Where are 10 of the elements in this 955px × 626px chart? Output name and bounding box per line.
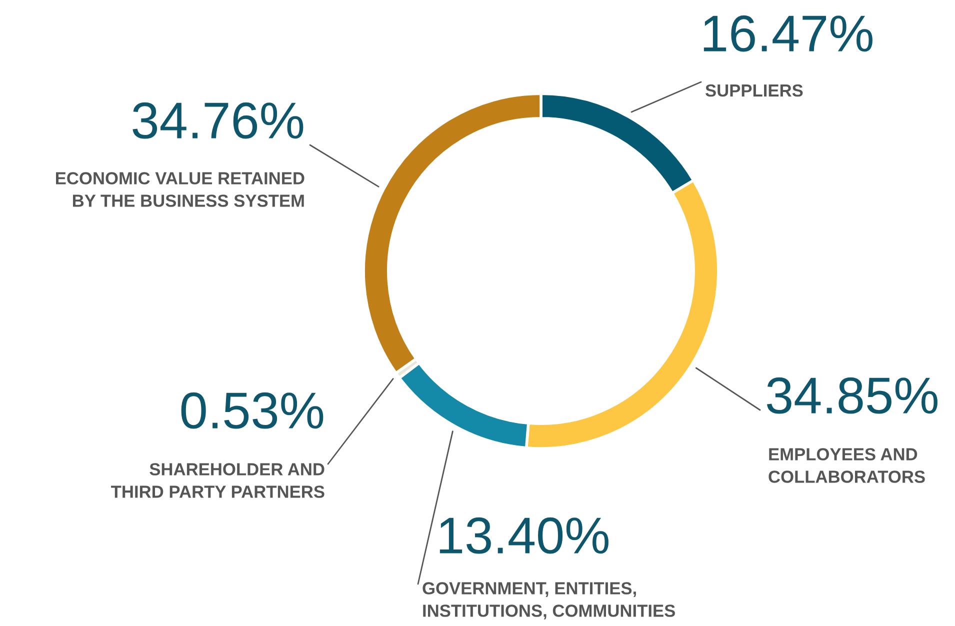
data-label: 0.53% bbox=[181, 392, 324, 429]
slice-label: EMPLOYEES AND COLLABORATORS bbox=[768, 448, 925, 483]
slice-label: ECONOMIC VALUE RETAINED BY THE BUSINESS SYSTEM bbox=[56, 172, 304, 207]
data-label: 13.40% bbox=[440, 517, 608, 554]
data-label: 34.76% bbox=[132, 102, 304, 139]
slice-label: GOVERNMENT, ENTITIES, INSTITUTIONS, COMMUNITIES bbox=[422, 582, 675, 620]
data-label: 16.47% bbox=[704, 15, 872, 52]
slice-label: SUPPLIERS bbox=[706, 84, 803, 97]
data-label: 34.85% bbox=[766, 377, 938, 414]
slice-label: SHAREHOLDER AND THIRD PARTY PARTNERS bbox=[111, 463, 324, 498]
